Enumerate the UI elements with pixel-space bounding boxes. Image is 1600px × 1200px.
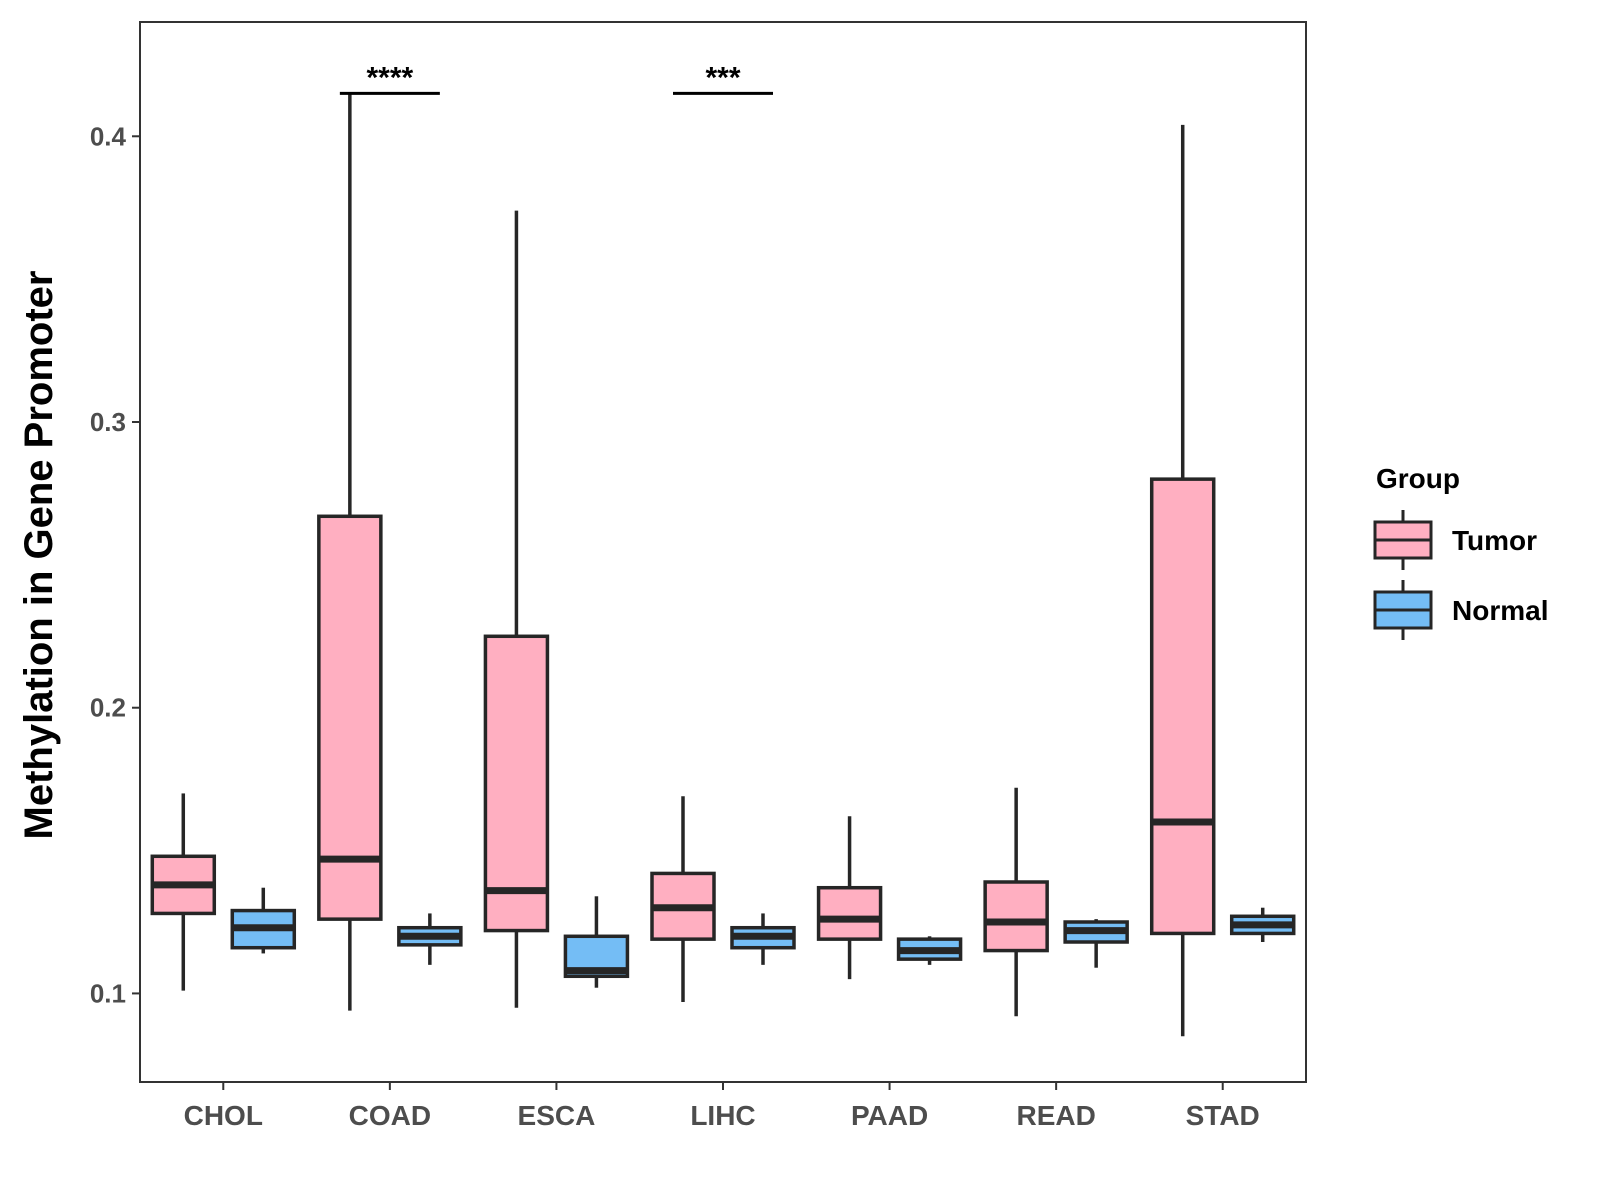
box-series — [150, 93, 1296, 1037]
box-tumor-chol — [150, 793, 217, 991]
x-tick-label: STAD — [1186, 1100, 1260, 1131]
significance-label: *** — [705, 61, 740, 94]
x-tick-label: PAAD — [851, 1100, 928, 1131]
legend: Group Tumor Normal — [1373, 463, 1548, 640]
box-normal-read — [1063, 919, 1129, 968]
box-tumor-read — [983, 787, 1049, 1017]
plot-panel-border — [139, 21, 1307, 1083]
x-tick-label: READ — [1016, 1100, 1095, 1131]
y-axis: 0.1 0.2 0.3 0.4 — [90, 121, 140, 1008]
x-tick-label: LIHC — [690, 1100, 755, 1131]
legend-label-tumor: Tumor — [1452, 525, 1537, 556]
y-tick-label: 0.4 — [90, 121, 127, 151]
x-tick-label: COAD — [349, 1100, 431, 1131]
legend-title: Group — [1376, 463, 1460, 494]
box-normal-paad — [896, 936, 963, 965]
x-tick-label: CHOL — [184, 1100, 263, 1131]
significance-label: **** — [367, 61, 414, 94]
box-tumor-lihc — [650, 796, 716, 1002]
box-body — [983, 880, 1049, 953]
box-body — [1149, 477, 1216, 936]
legend-label-normal: Normal — [1452, 595, 1548, 626]
box-normal-lihc — [730, 913, 796, 965]
y-axis-title: Methylation in Gene Promoter — [17, 271, 61, 840]
box-body — [816, 885, 883, 941]
y-tick-label: 0.1 — [90, 978, 126, 1008]
significance-annotations: **** *** — [339, 61, 773, 95]
box-normal-chol — [230, 887, 297, 954]
legend-key-normal — [1373, 580, 1433, 640]
y-tick-label: 0.2 — [90, 693, 126, 723]
box-normal-coad — [397, 913, 463, 965]
box-tumor-coad — [317, 93, 383, 1011]
box-body — [483, 634, 550, 933]
box-normal-stad — [1229, 907, 1296, 942]
y-tick-label: 0.3 — [90, 407, 126, 437]
box-tumor-stad — [1149, 124, 1216, 1037]
box-tumor-paad — [816, 816, 883, 980]
legend-key-tumor — [1373, 510, 1433, 570]
box-tumor-esca — [483, 210, 550, 1008]
box-body — [317, 514, 383, 921]
box-normal-esca — [563, 896, 630, 988]
x-tick-label: ESCA — [518, 1100, 596, 1131]
x-axis: CHOL COAD ESCA LIHC PAAD READ STAD — [184, 1082, 1260, 1131]
